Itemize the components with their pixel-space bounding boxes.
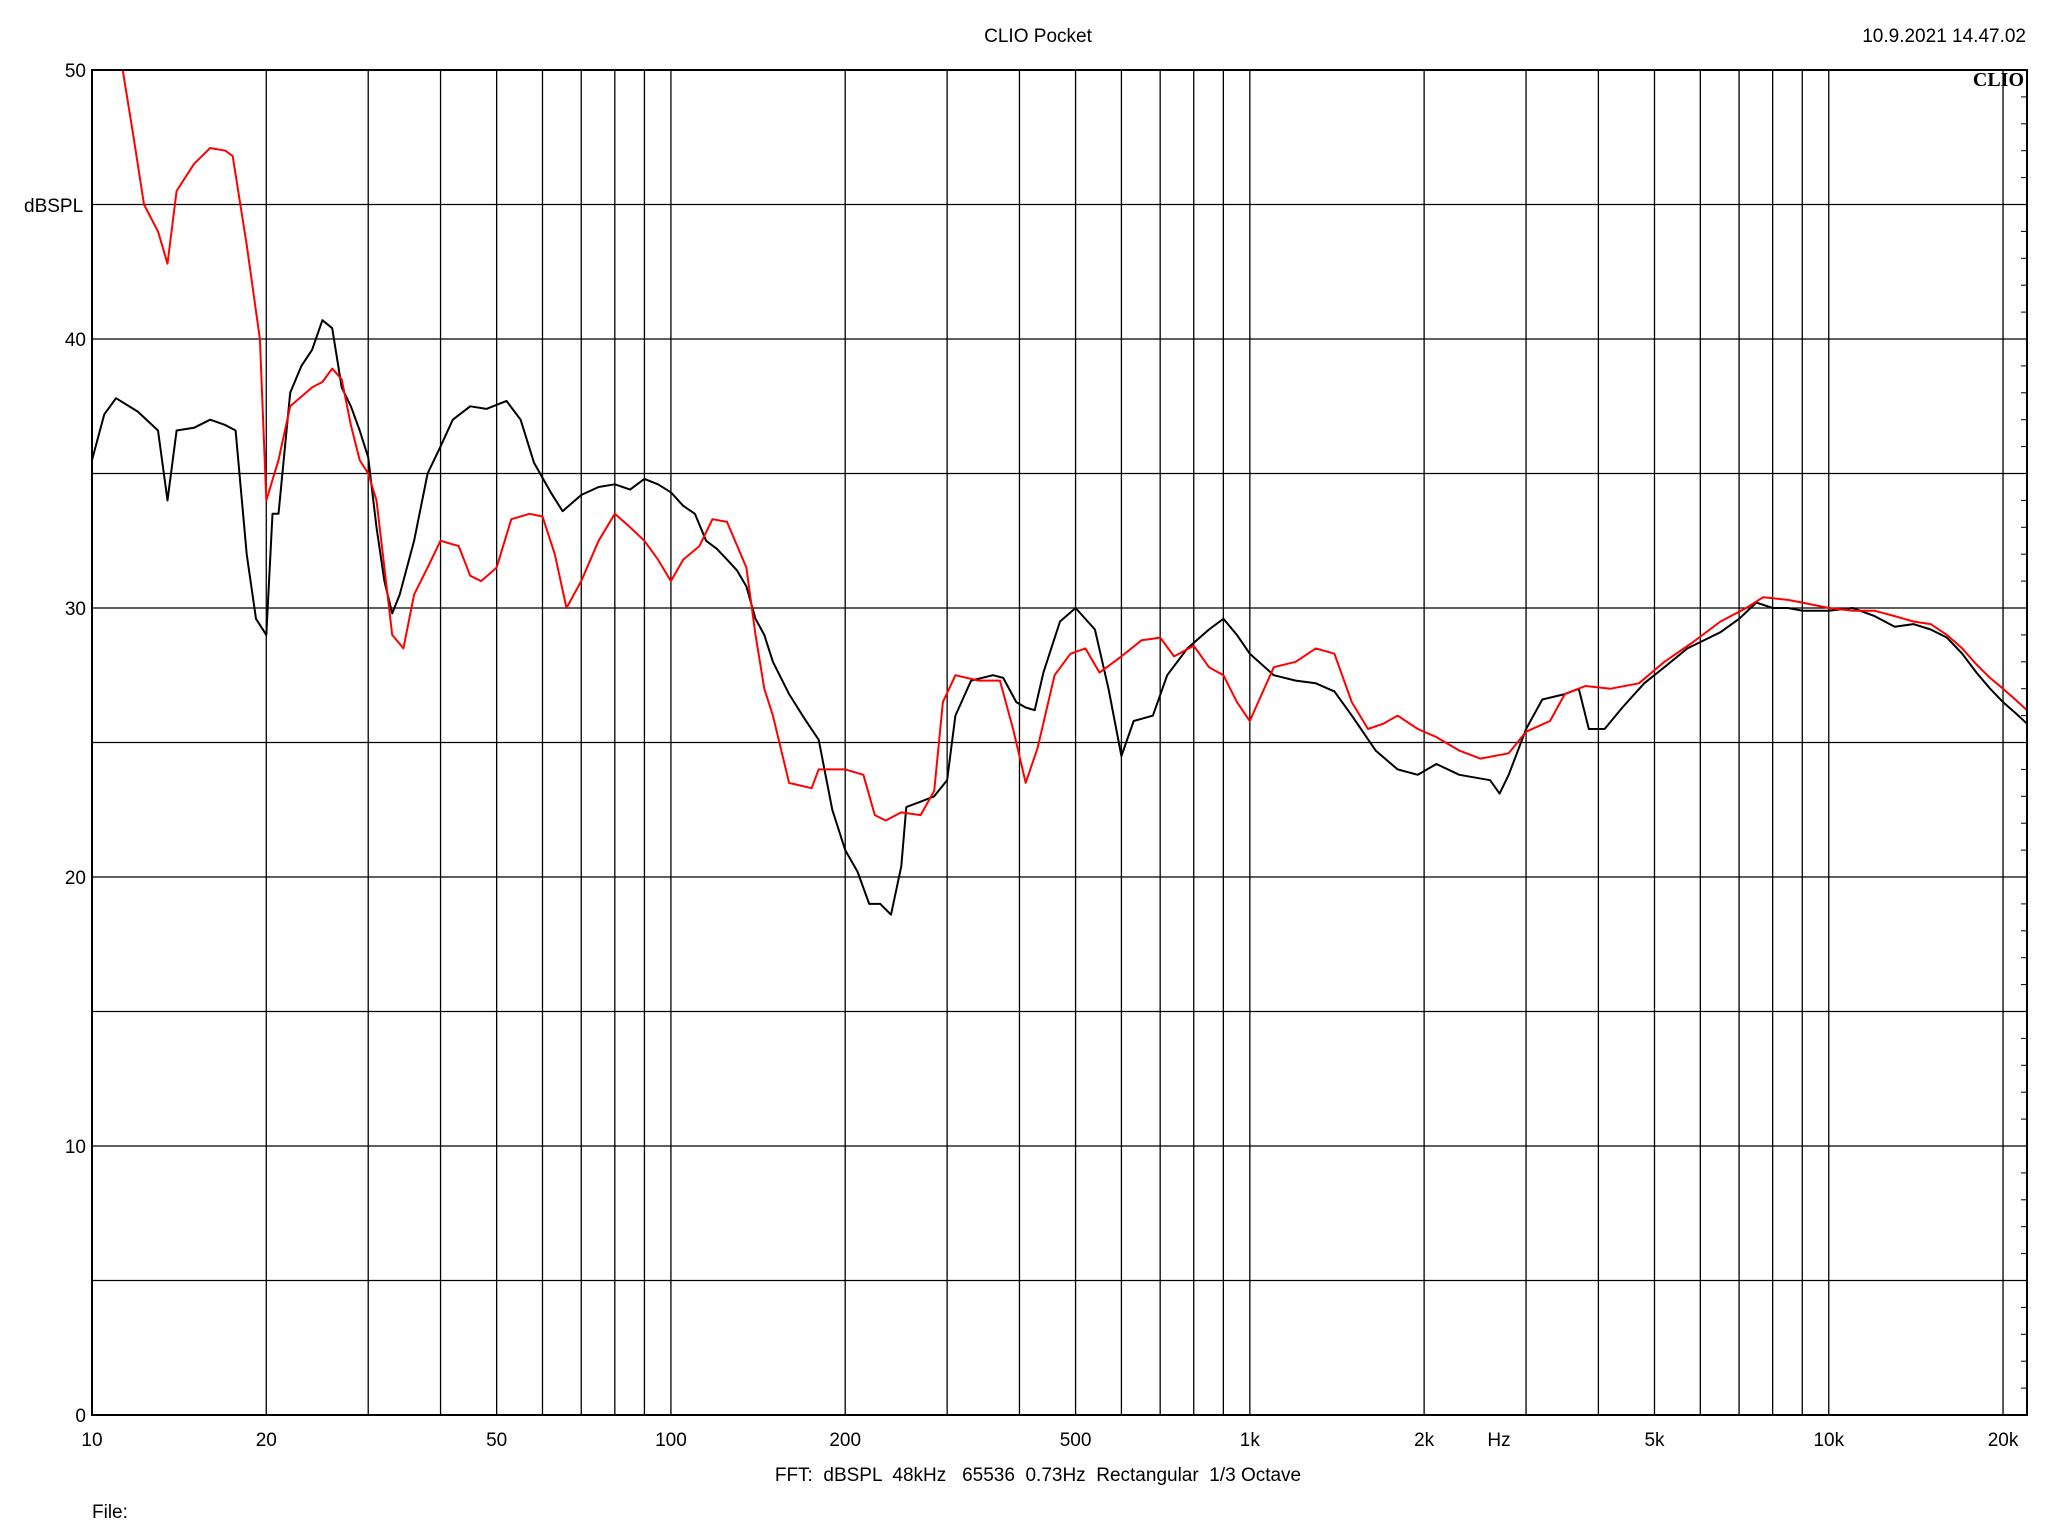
series-layer (91, 69, 2028, 916)
x-tick-label: 500 (1060, 1430, 1092, 1451)
clio-logo: CLIO (1973, 69, 2024, 91)
x-tick-labels: 10 20 50 100 200 500 1k 2k 5k 10k 20k (81, 1430, 2018, 1451)
x-tick-label: 100 (655, 1430, 687, 1451)
series-line-red (121, 69, 2028, 822)
timestamp: 10.9.2021 14.47.02 (1862, 26, 2026, 47)
y-tick-label: 0 (75, 1406, 86, 1427)
y-tick-label: 30 (65, 599, 86, 620)
series-line-black (91, 319, 2028, 916)
file-label: File: (92, 1502, 128, 1523)
x-tick-label: 10k (1813, 1430, 1844, 1451)
y-tick-label: 20 (65, 868, 86, 889)
plot-frame (91, 69, 2028, 1416)
y-tick-label: 10 (65, 1137, 86, 1158)
y-tick-labels: 0 10 20 30 40 50 (65, 61, 86, 1427)
x-tick-label: 10 (81, 1430, 102, 1451)
grid (92, 70, 2027, 1415)
x-tick-label: 50 (486, 1430, 507, 1451)
y-tick-label: 50 (65, 61, 86, 82)
x-tick-label: 20 (256, 1430, 277, 1451)
y-tick-label: 40 (65, 330, 86, 351)
x-tick-label: 200 (829, 1430, 861, 1451)
x-tick-label: 1k (1240, 1430, 1261, 1451)
chart-title: CLIO Pocket (984, 26, 1092, 47)
x-axis-unit: Hz (1487, 1430, 1510, 1451)
x-tick-label: 20k (1988, 1430, 2019, 1451)
x-tick-label: 5k (1644, 1430, 1665, 1451)
x-tick-label: 2k (1414, 1430, 1435, 1451)
y-axis-label: dBSPL (24, 196, 83, 217)
fft-settings: FFT: dBSPL 48kHz 65536 0.73Hz Rectangula… (775, 1465, 1301, 1486)
